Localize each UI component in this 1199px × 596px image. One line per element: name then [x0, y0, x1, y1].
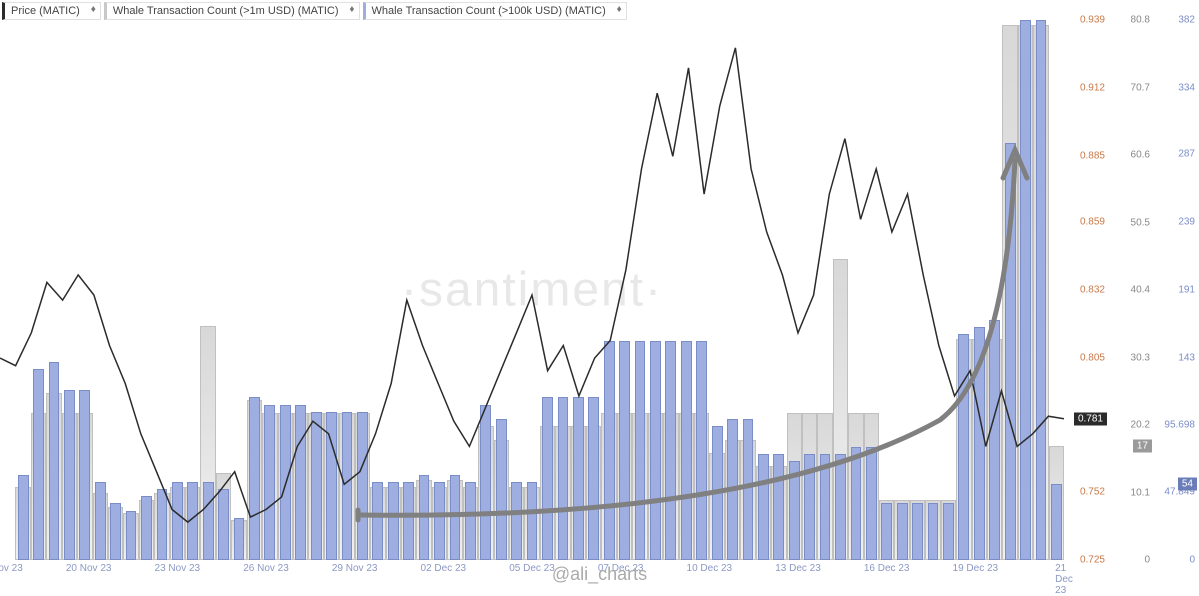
axis-tick: 287: [1178, 149, 1195, 160]
axis-tick: 0.912: [1080, 83, 1105, 94]
axis-tick: 382: [1178, 15, 1195, 26]
axis-tick: 0.885: [1080, 151, 1105, 162]
x-tick: 05 Dec 23: [509, 563, 555, 574]
axis-tick: 0: [1144, 555, 1150, 566]
axis-price: 0.9390.9120.8850.8590.8320.8050.7520.725…: [1064, 20, 1109, 560]
axis-current-marker: 0.781: [1074, 412, 1107, 425]
legend-item[interactable]: Price (MATIC)♦: [2, 2, 101, 20]
legend-item[interactable]: Whale Transaction Count (>100k USD) (MAT…: [363, 2, 627, 20]
x-tick: 02 Dec 23: [421, 563, 467, 574]
eth-icon: ♦: [617, 4, 622, 15]
axis-tick: 60.6: [1131, 150, 1150, 161]
x-tick: 23 Nov 23: [155, 563, 201, 574]
price-line-chart: [0, 20, 1064, 560]
axis-tick: 20.2: [1131, 420, 1150, 431]
axis-tick: 10.1: [1131, 487, 1150, 498]
axis-tick: 0.859: [1080, 216, 1105, 227]
axis-tick: 40.4: [1131, 285, 1150, 296]
axis-x-dates: 18 Nov 23 20 Nov 23 23 Nov 23 26 Nov 23 29 N…: [0, 563, 1064, 581]
axis-tick: 0: [1189, 555, 1195, 566]
axis-tick: 0.939: [1080, 15, 1105, 26]
x-tick: 13 Dec 23: [775, 563, 821, 574]
axis-tick: 95.698: [1164, 419, 1195, 430]
x-tick: 16 Dec 23: [864, 563, 910, 574]
chart-area: ·santiment·: [0, 20, 1064, 560]
axis-whale-100k: 38233428723919114395.69847.849054: [1154, 20, 1199, 560]
axis-tick: 0.805: [1080, 353, 1105, 364]
axis-tick: 0.752: [1080, 486, 1105, 497]
axis-tick: 80.8: [1131, 15, 1150, 26]
axis-current-marker: 54: [1178, 477, 1197, 490]
axis-whale-1m: 80.870.760.650.540.430.320.210.1017: [1109, 20, 1154, 560]
x-tick: 21 Dec 23: [1055, 563, 1073, 596]
x-tick: 26 Nov 23: [243, 563, 289, 574]
axis-tick: 50.5: [1131, 217, 1150, 228]
legend-item[interactable]: Whale Transaction Count (>1m USD) (MATIC…: [104, 2, 360, 20]
axis-tick: 0.832: [1080, 285, 1105, 296]
eth-icon: ♦: [349, 4, 354, 15]
axis-tick: 239: [1178, 217, 1195, 228]
axis-tick: 334: [1178, 82, 1195, 93]
x-tick: 18 Nov 23: [0, 563, 23, 574]
x-tick: 19 Dec 23: [953, 563, 999, 574]
legend-bar: Price (MATIC)♦Whale Transaction Count (>…: [2, 2, 627, 20]
x-tick: 20 Nov 23: [66, 563, 112, 574]
axis-current-marker: 17: [1133, 440, 1152, 453]
right-axes: 0.9390.9120.8850.8590.8320.8050.7520.725…: [1064, 20, 1199, 560]
axis-tick: 191: [1178, 285, 1195, 296]
axis-tick: 143: [1178, 352, 1195, 363]
axis-tick: 0.725: [1080, 555, 1105, 566]
axis-tick: 70.7: [1131, 82, 1150, 93]
eth-icon: ♦: [91, 4, 96, 15]
axis-tick: 30.3: [1131, 352, 1150, 363]
author-handle: @ali_charts: [552, 564, 647, 585]
x-tick: 29 Nov 23: [332, 563, 378, 574]
x-tick: 10 Dec 23: [687, 563, 733, 574]
